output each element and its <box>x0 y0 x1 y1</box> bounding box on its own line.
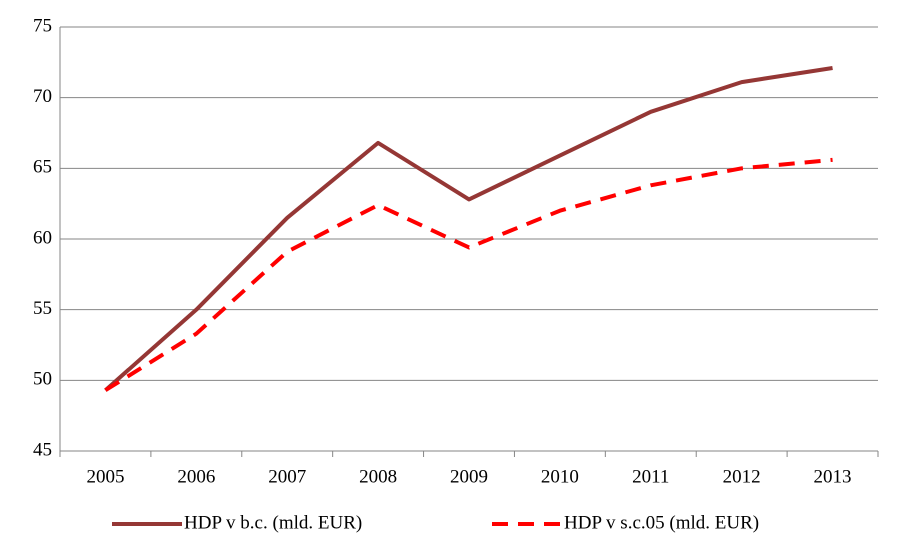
y-tick-label: 70 <box>33 86 52 107</box>
x-tick-label: 2013 <box>814 466 852 487</box>
x-tick-label: 2005 <box>86 466 124 487</box>
x-tick-label: 2009 <box>450 466 488 487</box>
x-tick-label: 2007 <box>268 466 306 487</box>
y-tick-label: 60 <box>33 227 52 248</box>
y-tick-label: 55 <box>33 298 52 319</box>
x-tick-label: 2008 <box>359 466 397 487</box>
legend-label: HDP v b.c. (mld. EUR) <box>184 512 362 533</box>
series-line <box>104 66 833 392</box>
x-tick-label: 2012 <box>723 466 761 487</box>
series-line <box>104 157 833 392</box>
x-tick-label: 2006 <box>177 466 215 487</box>
y-tick-label: 65 <box>33 157 52 178</box>
x-tick-label: 2010 <box>541 466 579 487</box>
y-tick-label: 45 <box>33 439 52 460</box>
y-tick-label: 50 <box>33 369 52 390</box>
y-tick-label: 75 <box>33 15 52 36</box>
legend-label: HDP v s.c.05 (mld. EUR) <box>564 512 759 533</box>
x-tick-label: 2011 <box>632 466 669 487</box>
